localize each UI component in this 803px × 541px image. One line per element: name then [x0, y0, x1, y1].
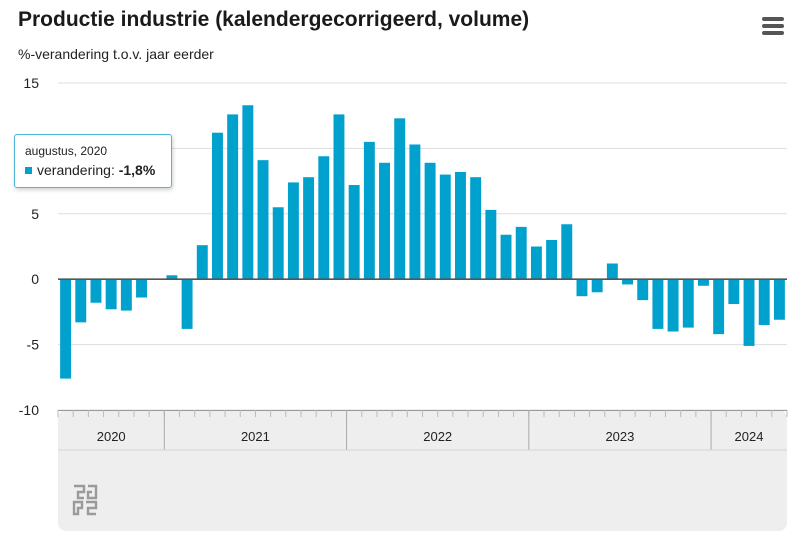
chart-title: Productie industrie (kalendergecorrigeer…: [18, 8, 530, 31]
bar[interactable]: [181, 279, 193, 329]
bar[interactable]: [75, 279, 87, 323]
bar[interactable]: [287, 182, 299, 280]
bar[interactable]: [257, 160, 269, 280]
chart-subtitle: %-verandering t.o.v. jaar eerder: [18, 46, 214, 62]
year-label: 2024: [735, 429, 764, 444]
bar[interactable]: [439, 174, 451, 280]
bar[interactable]: [120, 279, 132, 311]
bar[interactable]: [303, 177, 315, 280]
bar[interactable]: [363, 141, 375, 280]
bar[interactable]: [394, 118, 406, 280]
bar[interactable]: [424, 162, 436, 280]
bar[interactable]: [698, 279, 709, 286]
bar[interactable]: [773, 279, 785, 320]
bar[interactable]: [622, 279, 633, 285]
bar[interactable]: [485, 209, 497, 280]
y-tick-label: -10: [19, 402, 39, 418]
bar[interactable]: [318, 156, 330, 280]
tooltip: augustus, 2020 verandering: -1,8%: [14, 134, 172, 188]
hamburger-menu-icon[interactable]: [762, 17, 784, 35]
bar[interactable]: [166, 275, 178, 280]
tooltip-row: verandering: -1,8%: [25, 162, 155, 178]
series-swatch-icon: [25, 167, 32, 174]
navigator-background[interactable]: [58, 410, 787, 531]
bar[interactable]: [470, 177, 482, 280]
range-navigator[interactable]: 2020 2021 2022 2023 2024: [57, 410, 788, 531]
y-tick-label: -5: [27, 337, 40, 353]
bar[interactable]: [379, 162, 390, 280]
bar[interactable]: [500, 234, 512, 280]
year-label: 2021: [241, 429, 270, 444]
bar-series[interactable]: [60, 105, 785, 379]
bar[interactable]: [637, 279, 649, 301]
bar[interactable]: [333, 114, 345, 280]
bar[interactable]: [561, 224, 573, 280]
y-tick-label: 15: [23, 75, 39, 91]
tooltip-date: augustus, 2020: [25, 144, 108, 158]
y-tick-label: 0: [31, 271, 39, 287]
tooltip-value: -1,8%: [118, 162, 156, 178]
bar[interactable]: [743, 279, 755, 346]
bar[interactable]: [90, 279, 102, 303]
bar[interactable]: [196, 245, 208, 280]
bar[interactable]: [667, 279, 679, 332]
bar[interactable]: [272, 207, 284, 280]
bar[interactable]: [242, 105, 254, 280]
bar[interactable]: [591, 279, 603, 293]
cbs-logo-icon: [72, 484, 98, 516]
year-label: 2020: [97, 429, 126, 444]
year-label: 2023: [605, 429, 634, 444]
year-label: 2022: [423, 429, 452, 444]
bar[interactable]: [212, 132, 223, 280]
bar[interactable]: [758, 279, 770, 325]
y-tick-label: 5: [31, 206, 39, 222]
bar[interactable]: [728, 279, 740, 305]
bar[interactable]: [546, 239, 558, 280]
bar[interactable]: [348, 185, 360, 280]
bar[interactable]: [530, 246, 542, 280]
bar[interactable]: [105, 279, 117, 310]
bar[interactable]: [515, 226, 527, 280]
bar[interactable]: [652, 279, 664, 329]
bar[interactable]: [576, 279, 588, 297]
y-axis-ticks: 151050-5-10: [19, 75, 39, 418]
bar[interactable]: [713, 279, 725, 335]
bar[interactable]: [606, 263, 618, 280]
tooltip-series-label: verandering:: [37, 162, 115, 178]
bar[interactable]: [682, 279, 694, 328]
bar[interactable]: [227, 114, 239, 280]
bar[interactable]: [409, 144, 421, 280]
bar[interactable]: [136, 279, 147, 298]
bar[interactable]: [60, 279, 72, 379]
bar[interactable]: [455, 171, 466, 280]
grid-lines: [58, 82, 787, 411]
